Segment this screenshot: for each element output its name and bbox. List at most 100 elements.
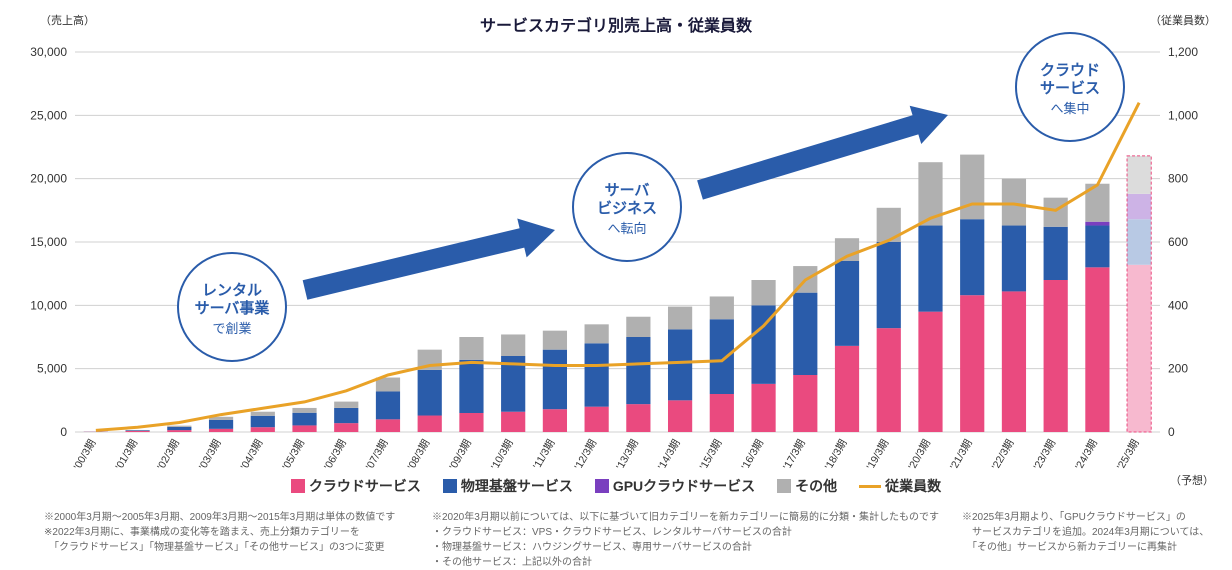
bar-cloud — [543, 409, 567, 432]
x-tick-label: '03/3期 — [197, 438, 224, 473]
bar-cloud — [1127, 265, 1151, 432]
x-tick-label: '24/3期 — [1073, 438, 1100, 473]
bar-physical — [1127, 219, 1151, 265]
bar-physical — [793, 293, 817, 375]
x-tick-label: '15/3期 — [698, 438, 725, 473]
svg-text:1,200: 1,200 — [1168, 45, 1198, 59]
svg-text:25,000: 25,000 — [30, 108, 67, 122]
callout-bubble: クラウドサービスへ集中 — [1016, 33, 1124, 141]
bar-cloud — [167, 430, 191, 432]
x-tick-label: '02/3期 — [155, 438, 182, 473]
trend-arrow — [300, 211, 559, 310]
bar-physical — [334, 408, 358, 423]
svg-text:ビジネス: ビジネス — [597, 200, 657, 217]
svg-text:1,000: 1,000 — [1168, 108, 1198, 122]
bar-physical — [418, 370, 442, 416]
bar-cloud — [418, 416, 442, 432]
bar-cloud — [960, 295, 984, 432]
bar-cloud — [1085, 267, 1109, 432]
svg-text:サービス: サービス — [1040, 80, 1100, 97]
x-tick-label: '18/3期 — [823, 438, 850, 473]
svg-text:30,000: 30,000 — [30, 45, 67, 59]
x-tick-label: '16/3期 — [739, 438, 766, 473]
bar-physical — [125, 430, 149, 431]
legend-item: その他 — [777, 476, 837, 496]
bar-physical — [459, 360, 483, 413]
callout-bubble: レンタルサーバ事業で創業 — [178, 253, 286, 361]
bar-cloud — [1002, 291, 1026, 432]
svg-text:へ転向: へ転向 — [607, 221, 646, 236]
svg-text:20,000: 20,000 — [30, 172, 67, 186]
svg-text:サーバ: サーバ — [605, 182, 650, 199]
bar-gpu — [1127, 194, 1151, 219]
bar-cloud — [710, 394, 734, 432]
bar-physical — [251, 416, 275, 427]
bar-other — [1002, 179, 1026, 226]
bar-other — [334, 402, 358, 408]
x-tick-label: '14/3期 — [656, 438, 683, 473]
svg-text:へ集中: へ集中 — [1050, 101, 1089, 116]
bar-cloud — [918, 312, 942, 432]
bar-physical — [626, 337, 650, 404]
x-tick-label: '00/3期 — [72, 438, 99, 473]
legend-item: GPUクラウドサービス — [595, 476, 755, 496]
bar-physical — [877, 242, 901, 328]
svg-text:800: 800 — [1168, 172, 1188, 186]
svg-text:サーバ事業: サーバ事業 — [195, 299, 271, 317]
x-tick-label: '05/3期 — [280, 438, 307, 473]
footnote: ※2025年3月期より、「GPUクラウドサービス」の サービスカテゴリを追加。2… — [962, 510, 1209, 555]
x-tick-label: '12/3期 — [572, 438, 599, 473]
bar-cloud — [1044, 280, 1068, 432]
x-tick-label: '04/3期 — [239, 438, 266, 473]
bar-physical — [167, 427, 191, 430]
bar-other — [167, 426, 191, 427]
svg-text:10,000: 10,000 — [30, 298, 67, 312]
bar-other — [668, 307, 692, 330]
bar-cloud — [251, 427, 275, 432]
x-tick-label: '25/3期 — [1115, 438, 1142, 473]
x-tick-label: '08/3期 — [405, 438, 432, 473]
x-tick-label: '20/3期 — [906, 438, 933, 473]
bar-physical — [668, 329, 692, 400]
x-tick-label: '17/3期 — [781, 438, 808, 473]
bar-physical — [1085, 226, 1109, 268]
bar-other — [501, 334, 525, 356]
bar-physical — [585, 343, 609, 406]
bar-cloud — [835, 346, 859, 432]
bar-cloud — [334, 423, 358, 432]
bar-other — [459, 337, 483, 360]
bar-physical — [918, 226, 942, 312]
bar-cloud — [877, 328, 901, 432]
bar-other — [1127, 156, 1151, 194]
svg-text:5,000: 5,000 — [37, 362, 67, 376]
legend-item: クラウドサービス — [291, 476, 421, 496]
bar-cloud — [459, 413, 483, 432]
svg-text:0: 0 — [1168, 425, 1175, 439]
bar-cloud — [626, 404, 650, 432]
x-tick-label: '23/3期 — [1031, 438, 1058, 473]
bar-other — [251, 412, 275, 416]
bar-physical — [710, 319, 734, 394]
chart-legend: クラウドサービス物理基盤サービスGPUクラウドサービスその他従業員数 — [0, 476, 1232, 496]
bar-physical — [292, 413, 316, 426]
legend-item: 従業員数 — [859, 476, 941, 496]
bar-other — [585, 324, 609, 343]
x-tick-label: '22/3期 — [990, 438, 1017, 473]
bar-cloud — [292, 425, 316, 432]
x-tick-label: '06/3期 — [322, 438, 349, 473]
x-tick-label: '09/3期 — [447, 438, 474, 473]
trend-arrow — [694, 96, 954, 209]
footnote: ※2020年3月期以前については、以下に基づいて旧カテゴリーを新カテゴリーに簡易… — [432, 510, 939, 570]
svg-text:で創業: で創業 — [212, 321, 251, 336]
svg-text:0: 0 — [60, 425, 67, 439]
bar-other — [292, 408, 316, 413]
bar-other — [543, 331, 567, 350]
bar-physical — [209, 420, 233, 429]
bar-cloud — [209, 429, 233, 432]
bar-physical — [1044, 227, 1068, 280]
x-tick-label: '01/3期 — [113, 438, 140, 473]
x-tick-label: '19/3期 — [864, 438, 891, 473]
svg-text:400: 400 — [1168, 298, 1188, 312]
svg-text:200: 200 — [1168, 362, 1188, 376]
bar-other — [626, 317, 650, 337]
